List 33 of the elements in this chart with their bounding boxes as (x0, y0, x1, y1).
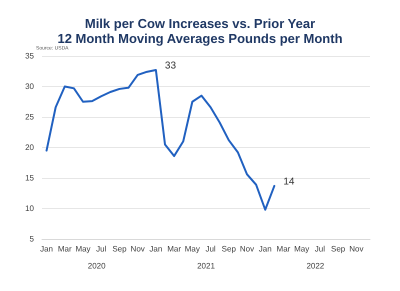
x-tick-label: Sep (330, 244, 346, 254)
x-tick-label: Mar (58, 244, 72, 254)
x-tick-label: Mar (276, 244, 291, 254)
chart-subtitle: 12 Month Moving Averages Pounds per Month (57, 31, 343, 46)
x-tick-label: Mar (167, 244, 182, 254)
x-tick-label: Nov (349, 244, 364, 254)
text: 2020 (88, 262, 106, 270)
x-tick-label: Nov (240, 244, 254, 254)
y-tick-label: 35 (25, 52, 35, 60)
x-tick-label: May (184, 244, 200, 254)
y-tick-label: 25 (25, 112, 35, 122)
x-tick-label: Sep (222, 244, 236, 254)
line-series (46, 69, 276, 211)
x-tick-label: Jul (314, 244, 326, 254)
y-tick-label: 30 (25, 82, 35, 91)
chart-title: Milk per Cow Increases vs. Prior Year (84, 16, 316, 31)
x-tick-label: Nov (130, 244, 145, 254)
x-tick-label: Jul (205, 244, 216, 254)
x-tick-label: Jan (258, 244, 272, 254)
x-tick-label: Sep (112, 244, 128, 254)
y-tick-label: 10 (25, 204, 35, 213)
data-label: 14 (283, 176, 295, 188)
x-tick-label: Jul (96, 244, 107, 254)
data-label: 33 (164, 60, 176, 72)
x-tick-label: Jan (40, 244, 54, 254)
text: 2021 (197, 262, 216, 270)
x-tick-label: May (294, 244, 310, 254)
y-tick-label: 15 (25, 174, 35, 182)
y-tick-label: 5 (30, 234, 35, 244)
text: 2022 (306, 262, 325, 270)
y-tick-label: 20 (25, 143, 35, 152)
x-tick-label: Jan (149, 244, 162, 254)
x-tick-label: May (75, 244, 91, 254)
